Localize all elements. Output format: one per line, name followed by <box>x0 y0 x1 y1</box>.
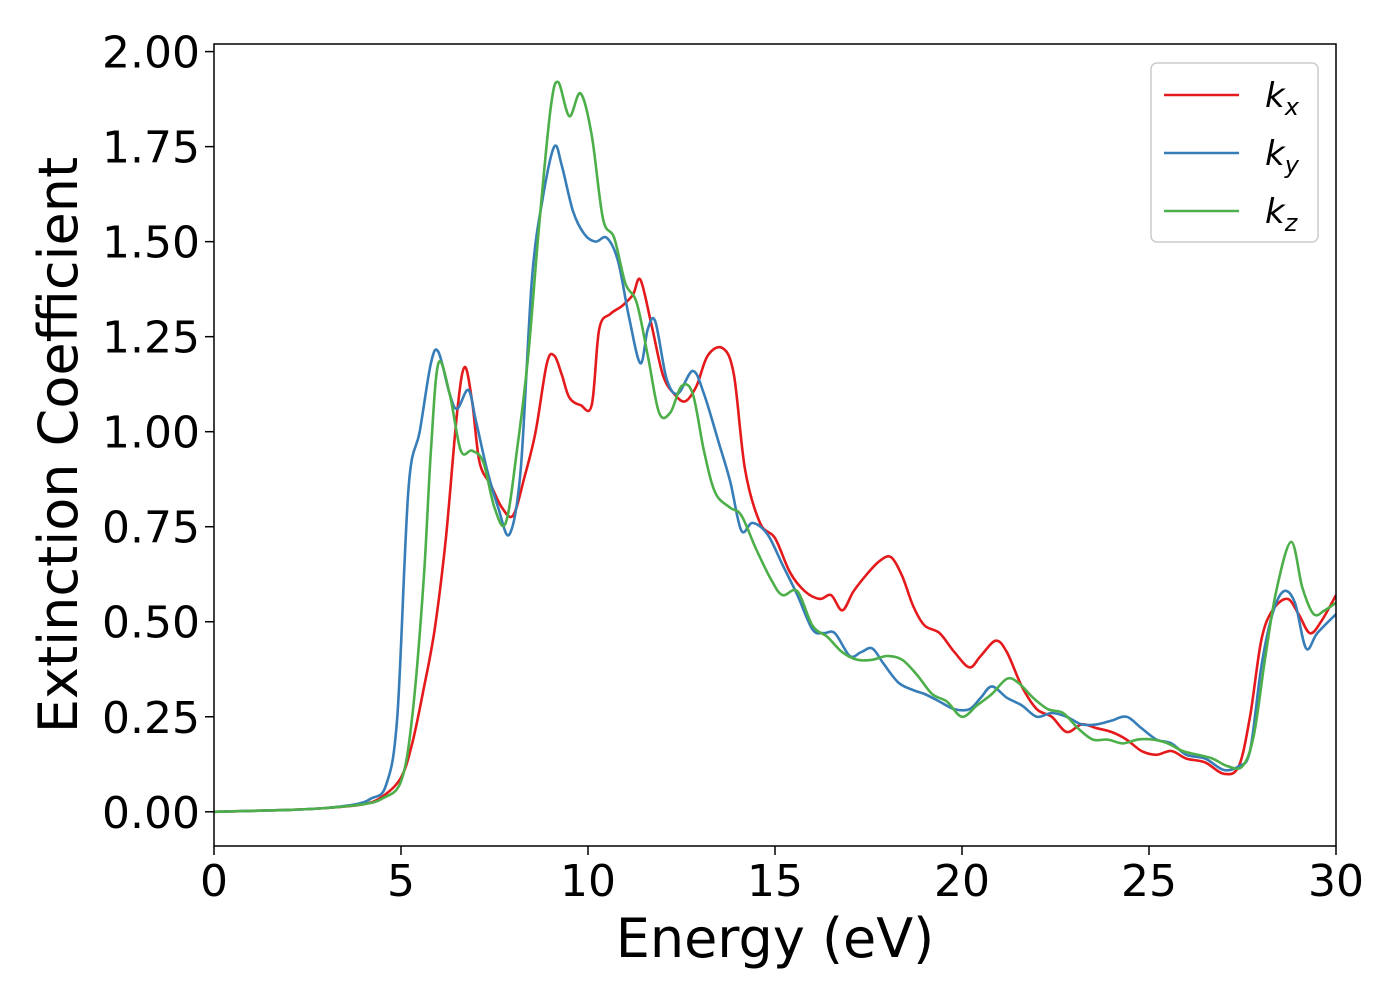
legend-label-subscript: z <box>1284 209 1299 237</box>
legend-label-subscript: y <box>1284 151 1300 179</box>
y-tick-label: 1.50 <box>102 218 200 269</box>
series-line-ky <box>214 144 1336 814</box>
x-axis-title: Energy (eV) <box>616 907 935 970</box>
y-tick-label: 1.25 <box>102 313 200 364</box>
x-tick-label: 5 <box>387 856 415 907</box>
legend-label-base: k <box>1265 76 1286 116</box>
series-line-kz <box>214 80 1336 814</box>
y-tick-label: 0.00 <box>102 788 200 839</box>
series-layer <box>214 80 1336 814</box>
y-tick-label: 1.00 <box>102 408 200 459</box>
x-tick-label: 0 <box>200 856 228 907</box>
y-tick-label: 2.00 <box>102 28 200 79</box>
y-tick-label: 0.50 <box>102 598 200 649</box>
y-axis-title: Extinction Coefficient <box>27 157 90 733</box>
y-axis-ticks: 0.00 0.25 0.50 0.75 1.00 1.25 1.50 1.75 2.00 <box>102 28 214 839</box>
series-line-kx <box>214 277 1336 814</box>
x-tick-label: 10 <box>560 856 616 907</box>
x-tick-label: 25 <box>1121 856 1177 907</box>
legend-label-kx: kx <box>1265 76 1300 121</box>
legend-label-ky: ky <box>1265 134 1300 179</box>
y-tick-label: 0.25 <box>102 693 200 744</box>
x-tick-label: 30 <box>1308 856 1364 907</box>
legend-label-subscript: x <box>1284 93 1300 121</box>
x-tick-label: 20 <box>934 856 990 907</box>
y-tick-label: 1.75 <box>102 123 200 174</box>
legend-label-kz: kz <box>1265 192 1299 237</box>
legend-label-base: k <box>1265 134 1286 174</box>
x-axis-ticks: 0 5 10 15 20 25 30 <box>200 846 1364 907</box>
y-tick-label: 0.75 <box>102 503 200 554</box>
legend-label-base: k <box>1265 192 1286 232</box>
x-tick-label: 15 <box>747 856 803 907</box>
